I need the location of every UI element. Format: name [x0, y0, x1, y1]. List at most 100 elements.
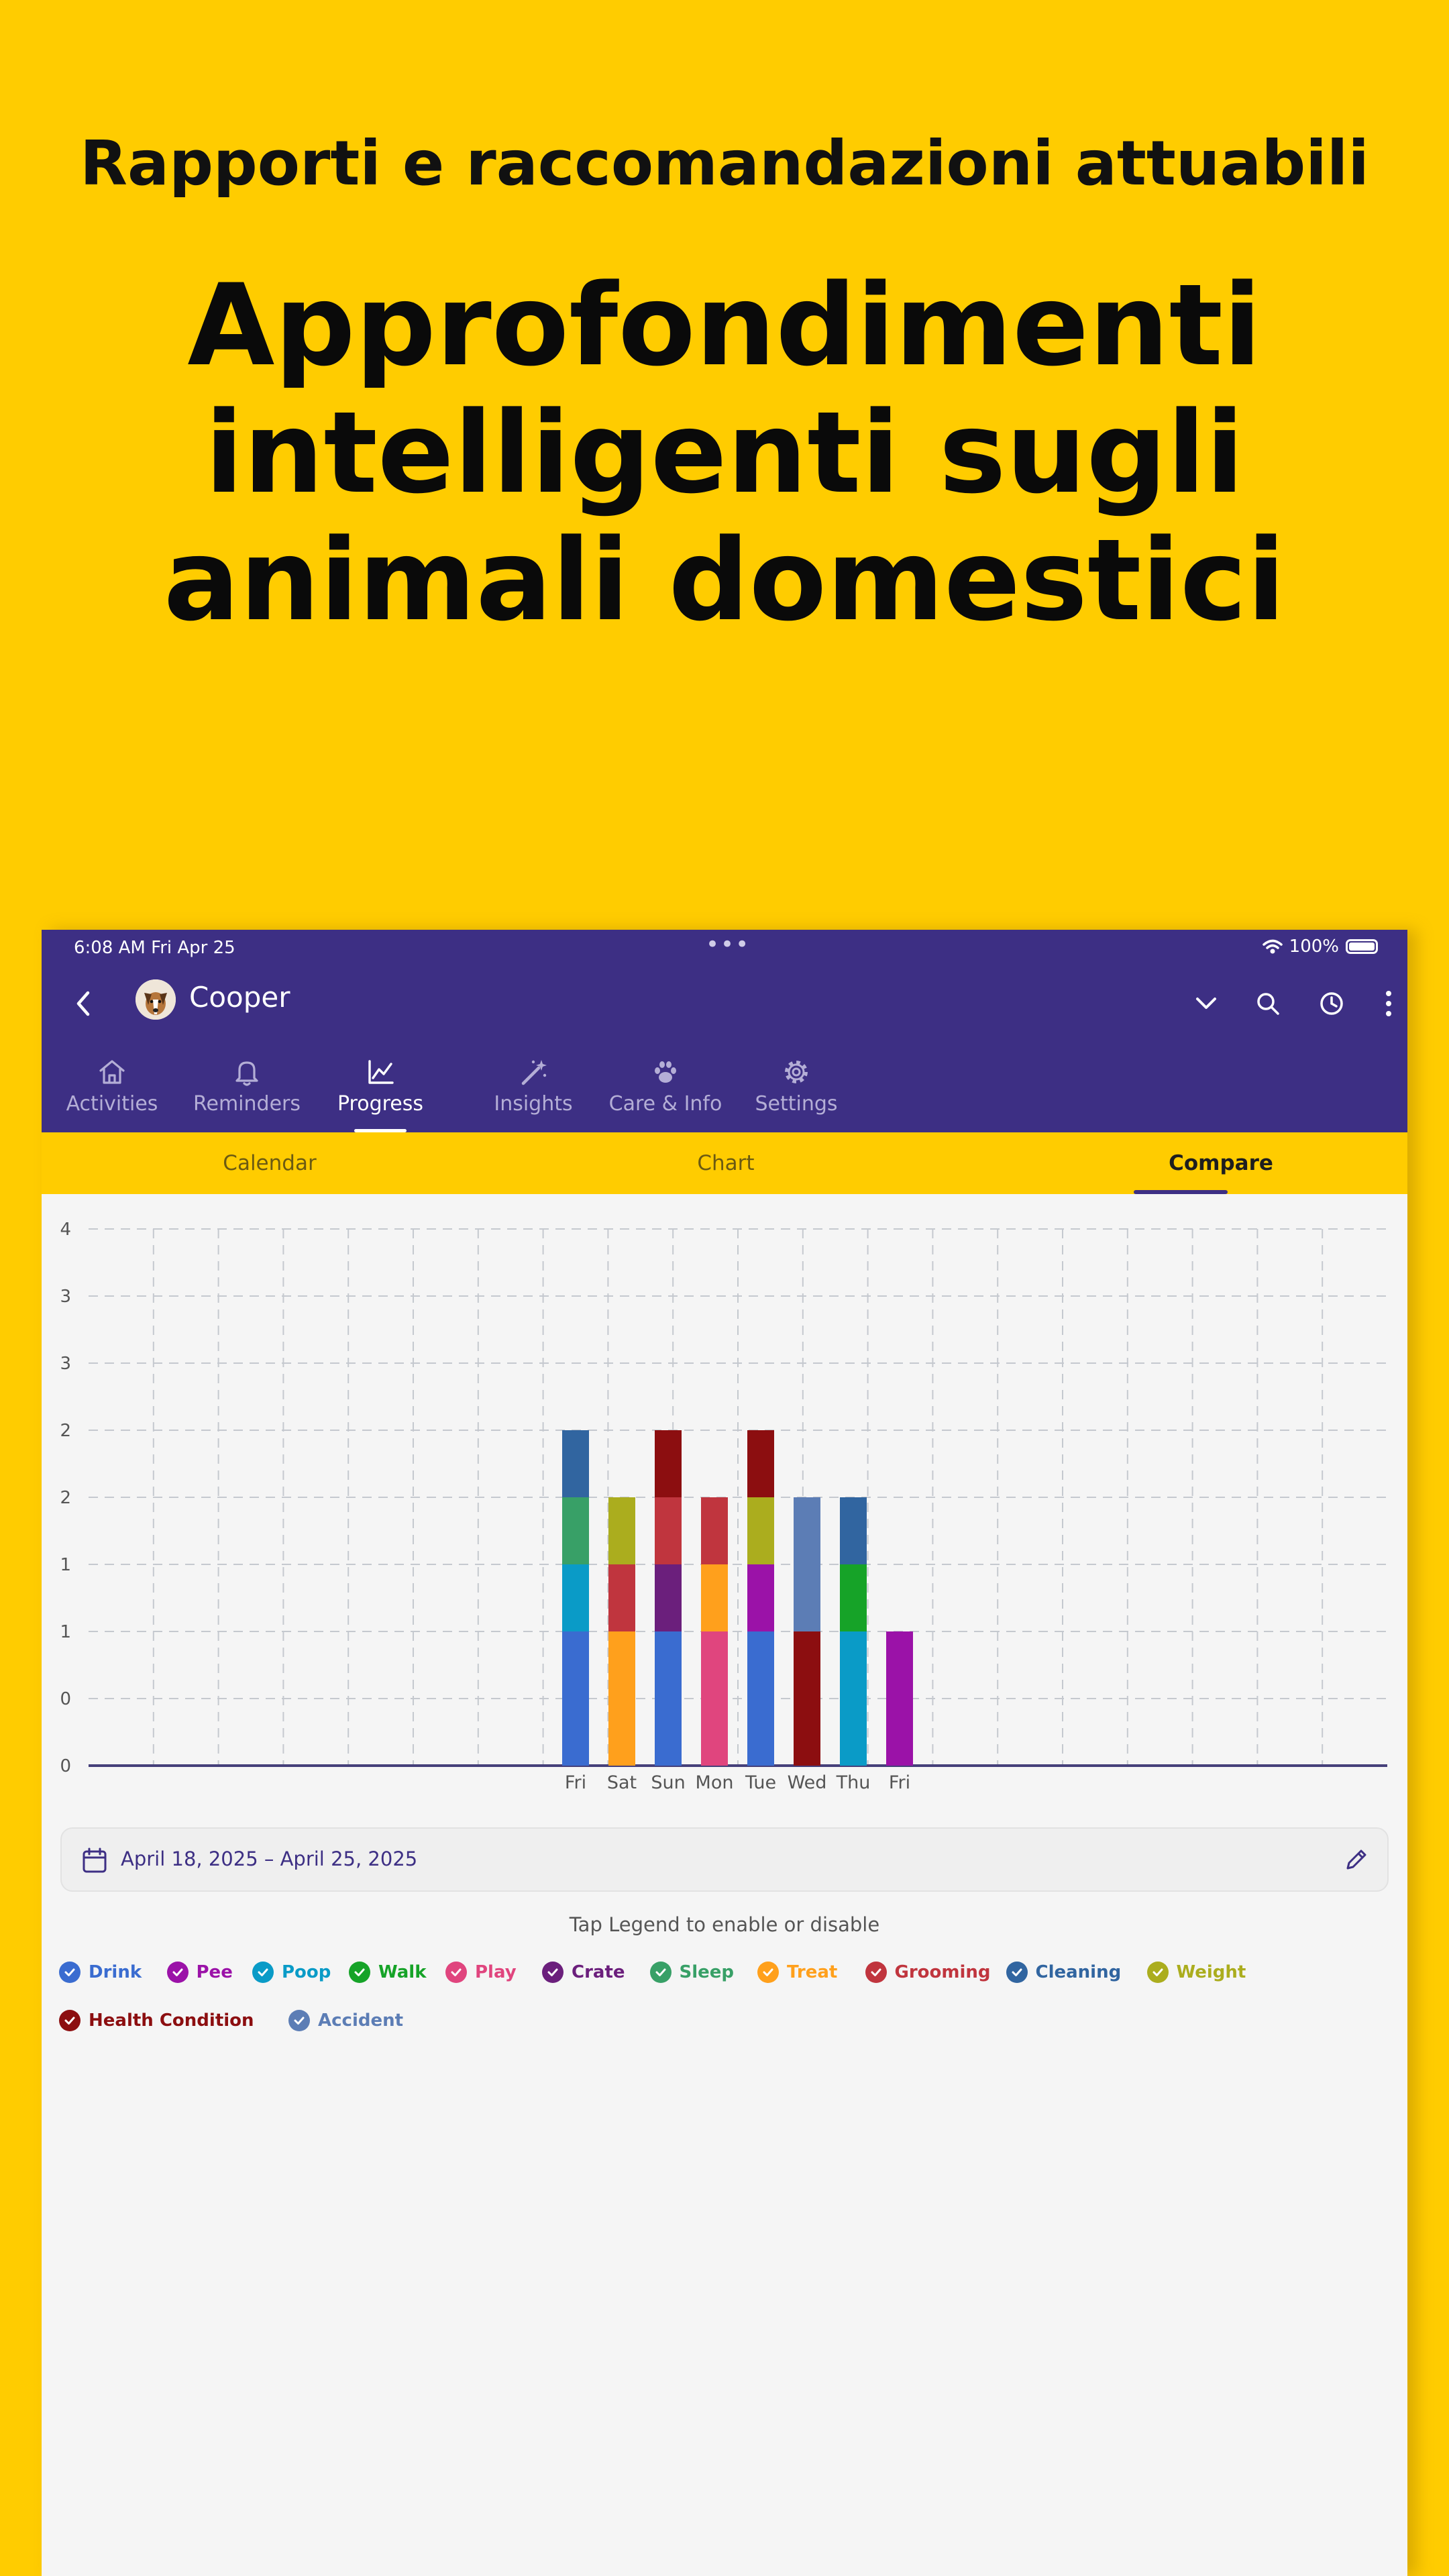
check-icon: [59, 1962, 80, 1983]
pet-name[interactable]: Cooper: [189, 981, 290, 1014]
clock-icon: [1320, 992, 1343, 1015]
check-icon: [1146, 1962, 1169, 1983]
legend-label: Walk: [378, 1962, 427, 1982]
legend-label: Sleep: [679, 1962, 735, 1982]
check-icon: [542, 1962, 564, 1983]
y-tick-label: 2: [60, 1421, 71, 1441]
legend-label: Play: [475, 1962, 517, 1982]
legend-item-accident[interactable]: Accident: [288, 2010, 403, 2031]
check-icon: [166, 1962, 189, 1983]
bar-segment-crate: [655, 1564, 682, 1631]
back-button[interactable]: [64, 985, 102, 1022]
bar-segment-poop: [562, 1564, 589, 1631]
tab-activities[interactable]: Activities: [62, 1049, 162, 1132]
bar-segment-pee: [886, 1631, 913, 1766]
x-tick-label: Sat: [607, 1772, 637, 1793]
multitask-dots-icon[interactable]: •••: [706, 931, 751, 958]
legend-item-pee[interactable]: Pee: [166, 1962, 233, 1983]
bar-cap: [701, 1497, 728, 1504]
legend-item-walk[interactable]: Walk: [349, 1962, 427, 1983]
more-vertical-icon: [1386, 991, 1391, 1016]
subtab-calendar[interactable]: Calendar: [223, 1151, 317, 1175]
legend-item-cleaning[interactable]: Cleaning: [1006, 1962, 1122, 1983]
legend-item-weight[interactable]: Weight: [1146, 1962, 1246, 1983]
legend-item-crate[interactable]: Crate: [542, 1962, 625, 1983]
bar-segment-weight: [747, 1497, 774, 1564]
more-options-button[interactable]: [1370, 985, 1407, 1022]
legend-item-sleep[interactable]: Sleep: [649, 1962, 735, 1983]
x-tick-label: Fri: [565, 1772, 586, 1793]
status-time: 6:08 AM Fri Apr 25: [74, 938, 235, 958]
y-tick-label: 0: [60, 1689, 71, 1709]
tab-label: Progress: [337, 1092, 424, 1116]
legend-item-health-condition[interactable]: Health Condition: [59, 2010, 254, 2031]
bar-cap: [608, 1497, 635, 1504]
tab-insights[interactable]: Insights: [483, 1049, 584, 1132]
check-icon: [349, 1962, 370, 1983]
chevron-down-icon: [1196, 998, 1216, 1009]
tab-reminders[interactable]: Reminders: [189, 1049, 305, 1132]
legend-item-grooming[interactable]: Grooming: [865, 1962, 991, 1983]
dog-avatar-icon: [136, 979, 176, 1020]
y-tick-label: 2: [60, 1488, 71, 1508]
promo-title: Approfondimenti intelligenti sugli anima…: [163, 260, 1286, 646]
subtab-compare[interactable]: Compare: [1169, 1151, 1273, 1175]
bar-cap: [794, 1497, 820, 1504]
bar-segment-treat: [701, 1564, 728, 1631]
legend-item-poop[interactable]: Poop: [252, 1962, 331, 1983]
x-tick-label: Wed: [788, 1772, 827, 1793]
check-icon: [288, 2010, 310, 2031]
active-tab-indicator: [354, 1129, 407, 1132]
legend-item-drink[interactable]: Drink: [59, 1962, 142, 1983]
bar-segment-grooming: [655, 1497, 682, 1564]
line-chart-icon: [368, 1060, 394, 1084]
legend-label: Accident: [318, 2010, 404, 2031]
legend-item-treat[interactable]: Treat: [757, 1962, 837, 1983]
legend-label: Cleaning: [1035, 1962, 1122, 1982]
status-indicators: 100%: [1262, 936, 1378, 957]
promo-subtitle: Rapporti e raccomandazioni attuabili: [80, 127, 1369, 199]
legend-label: Drink: [89, 1962, 142, 1982]
bell-icon: [235, 1061, 258, 1086]
legend-hint: Tap Legend to enable or disable: [569, 1913, 880, 1936]
date-range-picker[interactable]: April 18, 2025 – April 25, 2025: [60, 1827, 1389, 1892]
bar-cap: [562, 1430, 589, 1437]
bar-segment-drink: [562, 1631, 589, 1766]
bar-segment-poop: [840, 1631, 867, 1766]
tab-settings[interactable]: Settings: [746, 1049, 847, 1132]
chevron-left-icon: [76, 991, 90, 1016]
legend-item-play[interactable]: Play: [445, 1962, 517, 1983]
y-tick-label: 3: [60, 1287, 71, 1307]
check-icon: [757, 1962, 779, 1983]
y-tick-label: 1: [60, 1555, 71, 1575]
edit-date-range-button[interactable]: [1339, 1843, 1373, 1877]
history-button[interactable]: [1313, 985, 1350, 1022]
tablet-screen: 6:08 AM Fri Apr 25 ••• 100%: [42, 930, 1407, 2576]
bar-segment-health-condition: [655, 1430, 682, 1497]
legend-label: Weight: [1176, 1962, 1246, 1982]
bar-segment-grooming: [608, 1564, 635, 1631]
search-button[interactable]: [1249, 985, 1287, 1022]
app-bar: 6:08 AM Fri Apr 25 ••• 100%: [42, 930, 1407, 1132]
pet-switcher-button[interactable]: [1187, 985, 1225, 1022]
bar-segment-pee: [747, 1564, 774, 1631]
paw-icon: [655, 1061, 676, 1083]
bar-segment-drink: [655, 1631, 682, 1766]
tab-label: Settings: [755, 1092, 838, 1116]
y-tick-label: 4: [60, 1220, 71, 1240]
x-tick-label: Sun: [651, 1772, 685, 1793]
battery-percent: 100%: [1289, 936, 1339, 957]
check-icon: [59, 2010, 80, 2031]
tab-progress[interactable]: Progress: [330, 1049, 431, 1132]
bar-segment-weight: [608, 1497, 635, 1564]
x-tick-label: Thu: [836, 1772, 871, 1793]
check-icon: [1006, 1962, 1028, 1983]
subtab-chart[interactable]: Chart: [697, 1151, 755, 1175]
pet-avatar[interactable]: [136, 979, 176, 1020]
tab-care-info[interactable]: Care & Info: [608, 1049, 722, 1132]
pencil-icon: [1346, 1849, 1366, 1870]
bar-segment-health-condition: [794, 1631, 820, 1766]
bar-segment-cleaning: [840, 1497, 867, 1564]
compare-chart: 0 0 1 1 2 2 3 3 4 Fri Sat Sun Mon Tue Wed Thu Fri: [60, 1220, 1387, 1793]
tab-label: Insights: [494, 1092, 573, 1116]
